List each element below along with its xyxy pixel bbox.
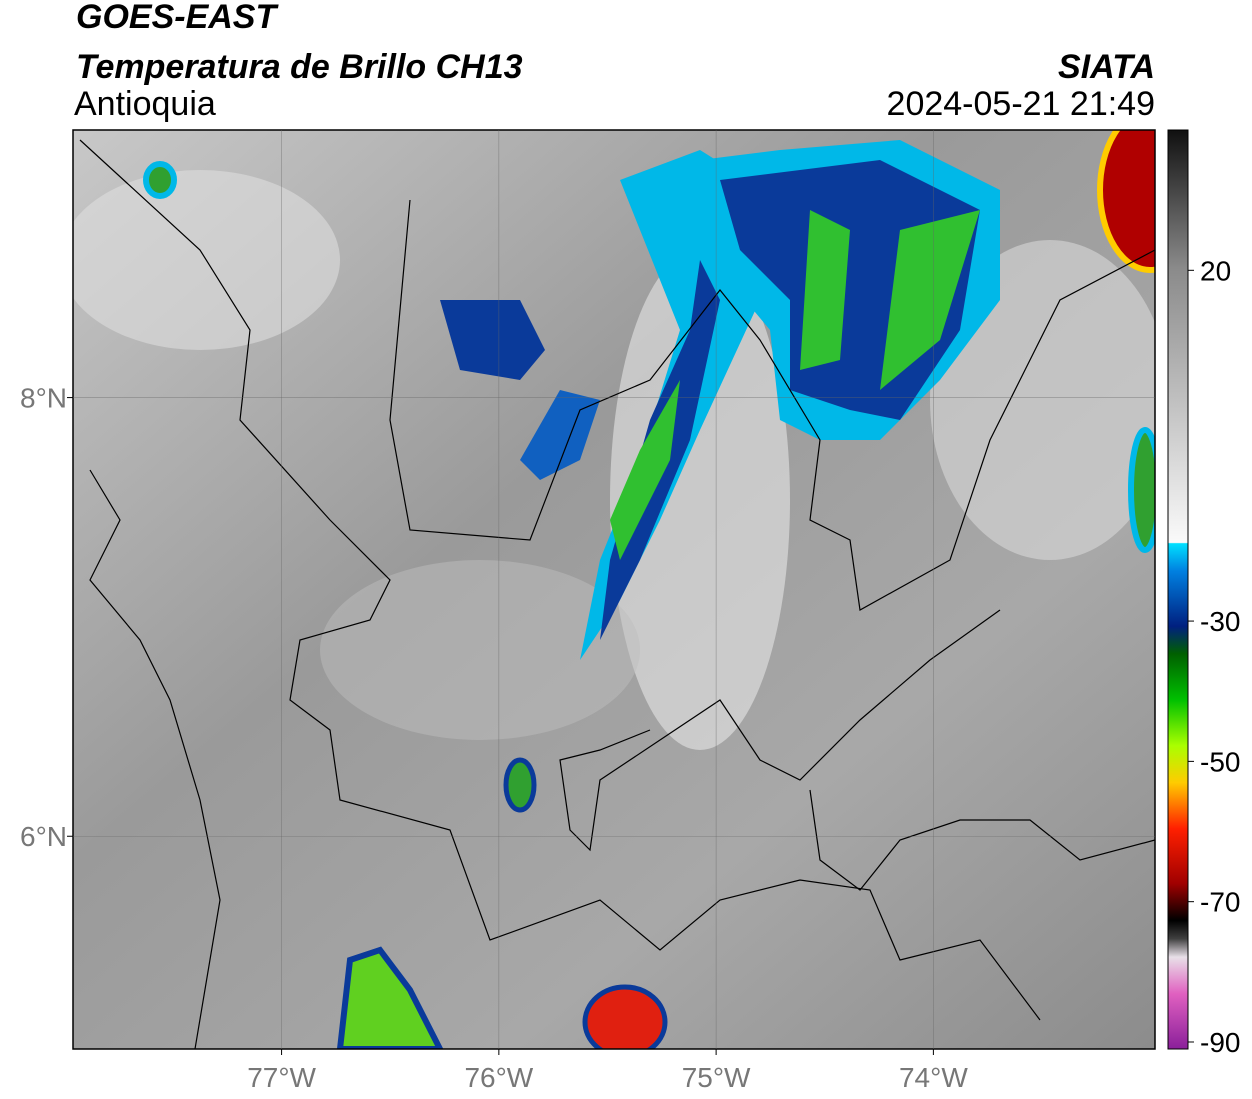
x-tick-label: 77°W bbox=[247, 1062, 316, 1093]
y-tick-label: 8°N bbox=[20, 383, 67, 414]
colorbar-tick-label: -50 bbox=[1200, 746, 1240, 777]
colorbar-tick-label: -90 bbox=[1200, 1027, 1240, 1058]
y-tick-label: 6°N bbox=[20, 821, 67, 852]
colorbar-tick-label: -30 bbox=[1200, 606, 1240, 637]
x-tick-label: 75°W bbox=[682, 1062, 751, 1093]
colorbar-tick-label: 20 bbox=[1200, 255, 1231, 286]
map-image bbox=[73, 130, 1155, 1049]
subtitle: Temperatura de Brillo CH13 bbox=[76, 48, 523, 86]
datetime: 2024-05-21 21:49 bbox=[887, 85, 1155, 123]
colorbar-tick-label: -70 bbox=[1200, 887, 1240, 918]
x-tick-label: 74°W bbox=[899, 1062, 968, 1093]
x-tick-label: 76°W bbox=[464, 1062, 533, 1093]
colorbar bbox=[1167, 129, 1189, 1050]
region: Antioquia bbox=[74, 85, 216, 123]
source: SIATA bbox=[1058, 48, 1155, 86]
title: GOES-EAST bbox=[76, 0, 279, 36]
map-frame bbox=[72, 129, 1156, 1050]
